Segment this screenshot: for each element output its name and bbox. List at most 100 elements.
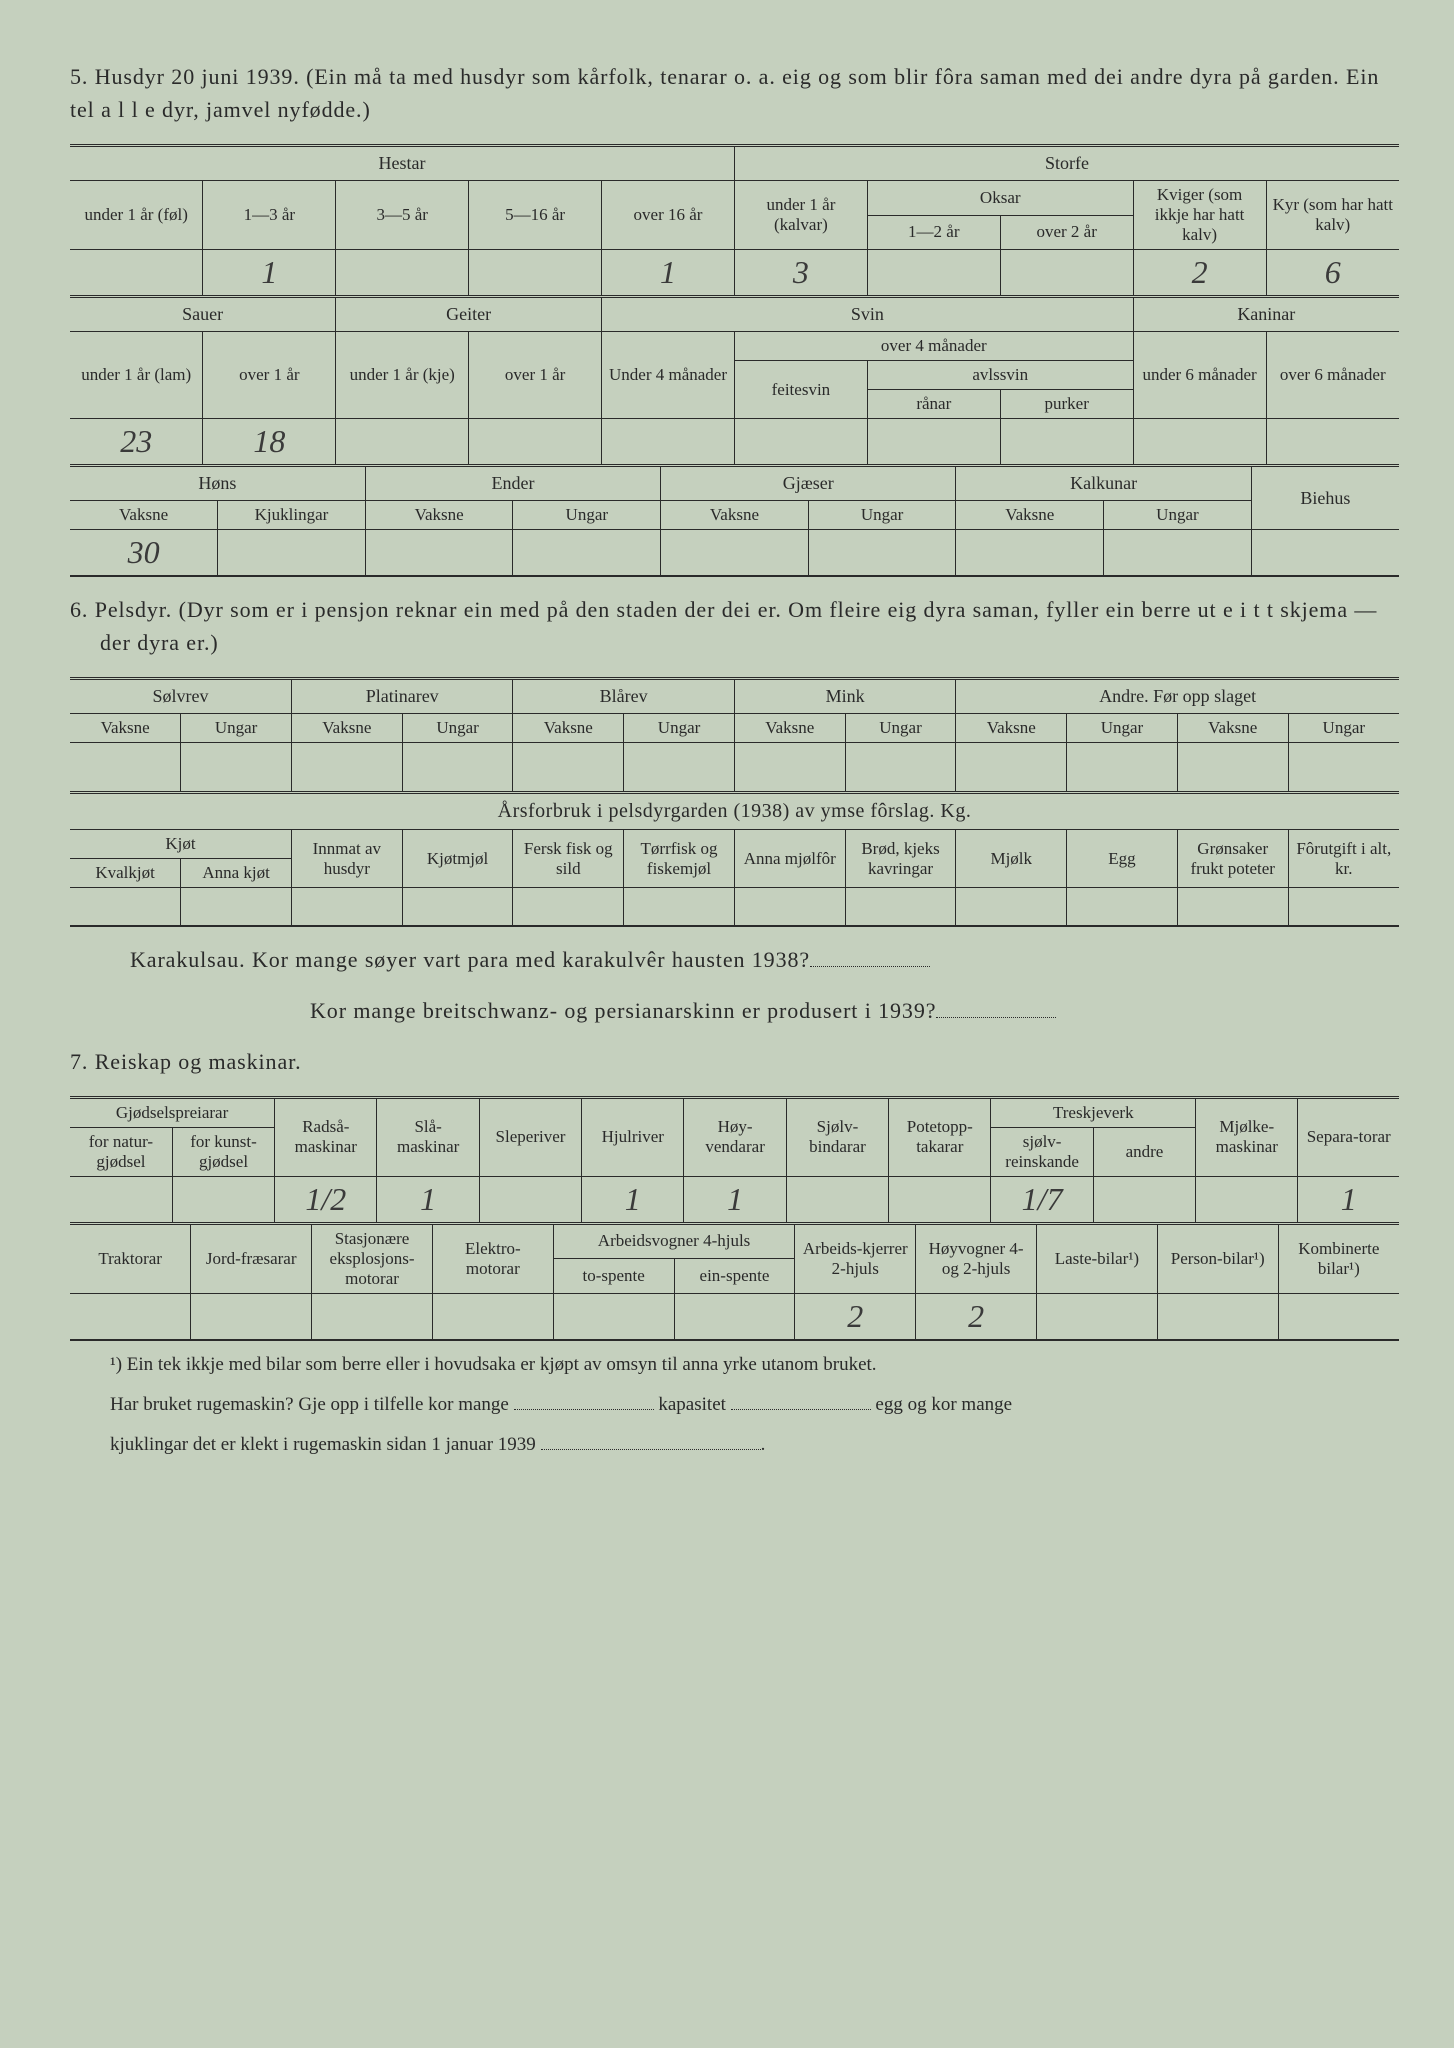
footnote-1: ¹) Ein tek ikkje med bilar som berre ell… <box>70 1349 1399 1381</box>
col-fol: under 1 år (føl) <box>70 181 203 250</box>
val-7a-13: 1 <box>1298 1176 1399 1223</box>
col-13: 1—3 år <box>203 181 336 250</box>
val-6b-11 <box>1177 888 1288 926</box>
ender-vaksne: Vaksne <box>365 501 513 530</box>
col-kan-under6: under 6 månader <box>1133 332 1266 419</box>
sauer-header: Sauer <box>70 298 336 332</box>
radsa-header: Radså-maskinar <box>275 1097 377 1176</box>
val-6a-1 <box>70 743 181 793</box>
an1-ungar: Ungar <box>1067 714 1178 743</box>
val-5b-6 <box>734 419 867 466</box>
val-6a-10 <box>1067 743 1178 793</box>
val-7a-8 <box>786 1176 888 1223</box>
karakul-text1: Karakulsau. Kor mange søyer vart para me… <box>130 947 810 972</box>
einspente-header: ein-spente <box>674 1258 795 1293</box>
val-5a-5: 1 <box>602 250 735 297</box>
kjotmjol-header: Kjøtmjøl <box>402 830 513 888</box>
val-5c-2 <box>218 530 366 577</box>
val-6b-9 <box>956 888 1067 926</box>
footnote-2c: egg og kor mange <box>875 1394 1012 1415</box>
brod-header: Brød, kjeks kavringar <box>845 830 956 888</box>
footnote-2: Har bruket rugemaskin? Gje opp i tilfell… <box>70 1389 1399 1421</box>
val-5c-1: 30 <box>70 530 218 577</box>
val-7b-2 <box>191 1293 312 1340</box>
val-7a-1 <box>70 1176 172 1223</box>
mjolk-header: Mjølk <box>956 830 1067 888</box>
val-6a-3 <box>291 743 402 793</box>
kaninar-header: Kaninar <box>1133 298 1399 332</box>
section5-title: Husdyr 20 juni 1939. (Ein må ta med husd… <box>70 64 1379 122</box>
hoy-header: Høy-vendarar <box>684 1097 786 1176</box>
gjaeser-vaksne: Vaksne <box>661 501 809 530</box>
karakul-line2: Kor mange breitschwanz- og persianarskin… <box>70 994 1399 1027</box>
hjulriver-header: Hjulriver <box>582 1097 684 1176</box>
val-5c-9 <box>1251 530 1399 577</box>
val-5b-8 <box>1000 419 1133 466</box>
hoyvogner-header: Høyvogner 4- og 2-hjuls <box>916 1225 1037 1294</box>
treskje-header: Treskjeverk <box>991 1097 1196 1127</box>
val-7a-10: 1/7 <box>991 1176 1093 1223</box>
val-5c-6 <box>808 530 956 577</box>
val-5a-7 <box>867 250 1000 297</box>
col-geit-over1: over 1 år <box>469 332 602 419</box>
val-7a-4: 1 <box>377 1176 479 1223</box>
gjaeser-ungar: Ungar <box>808 501 956 530</box>
table-arsforbruk: Kjøt Innmat av husdyr Kjøtmjøl Fersk fis… <box>70 829 1399 927</box>
val-7b-8: 2 <box>916 1293 1037 1340</box>
section7-heading: 7. Reiskap og maskinar. <box>70 1045 1399 1078</box>
sleperiver-header: Sleperiver <box>479 1097 581 1176</box>
val-6b-10 <box>1067 888 1178 926</box>
census-form-page: 5. Husdyr 20 juni 1939. (Ein må ta med h… <box>0 0 1454 2048</box>
col-sau-over1: over 1 år <box>203 332 336 419</box>
anna-header: Anna mjølfôr <box>734 830 845 888</box>
table-reiskap-a: Gjødselspreiarar Radså-maskinar Slå-mask… <box>70 1096 1399 1225</box>
val-5c-3 <box>365 530 513 577</box>
pl-ungar: Ungar <box>402 714 513 743</box>
section6-heading: 6. Pelsdyr. (Dyr som er i pensjon reknar… <box>70 593 1399 659</box>
karakul-line1: Karakulsau. Kor mange søyer vart para me… <box>70 943 1399 976</box>
col-kan-over6: over 6 månader <box>1266 332 1399 419</box>
an2-vaksne: Vaksne <box>1177 714 1288 743</box>
val-6b-4 <box>402 888 513 926</box>
val-5a-8 <box>1000 250 1133 297</box>
val-6a-8 <box>845 743 956 793</box>
section7-number: 7. <box>70 1049 88 1074</box>
val-7b-1 <box>70 1293 191 1340</box>
col-kyr: Kyr (som har hatt kalv) <box>1266 181 1399 250</box>
footnote-2b: kapasitet <box>658 1394 726 1415</box>
val-5a-6: 3 <box>734 250 867 297</box>
col-under4m: Under 4 månader <box>602 332 735 419</box>
col-kje: under 1 år (kje) <box>336 332 469 419</box>
svin-header: Svin <box>602 298 1134 332</box>
val-6b-7 <box>734 888 845 926</box>
hestar-header: Hestar <box>70 146 734 181</box>
elektro-header: Elektro-motorar <box>432 1225 553 1294</box>
val-6a-5 <box>513 743 624 793</box>
val-7b-9 <box>1037 1293 1158 1340</box>
bl-ungar: Ungar <box>624 714 735 743</box>
kombi-header: Kombinerte bilar¹) <box>1278 1225 1399 1294</box>
table-sauer-svin: Sauer Geiter Svin Kaninar under 1 år (la… <box>70 298 1399 467</box>
col-over16: over 16 år <box>602 181 735 250</box>
hons-kjuklingar: Kjuklingar <box>218 501 366 530</box>
jord-header: Jord-fræsarar <box>191 1225 312 1294</box>
section6-number: 6. <box>70 597 88 622</box>
sla-header: Slå-maskinar <box>377 1097 479 1176</box>
section6-title: Pelsdyr. (Dyr som er i pensjon reknar ei… <box>95 597 1378 655</box>
sv-ungar: Ungar <box>181 714 292 743</box>
val-6a-4 <box>402 743 513 793</box>
tospente-header: to-spente <box>553 1258 674 1293</box>
annakjot-header: Anna kjøt <box>181 859 292 888</box>
val-5b-2: 18 <box>203 419 336 466</box>
val-7a-11 <box>1093 1176 1195 1223</box>
val-6b-6 <box>624 888 735 926</box>
geiter-header: Geiter <box>336 298 602 332</box>
biehus-header: Biehus <box>1251 467 1399 530</box>
col-kviger: Kviger (som ikkje har hatt kalv) <box>1133 181 1266 250</box>
val-6b-12 <box>1288 888 1399 926</box>
table-reiskap-b: Traktorar Jord-fræsarar Stasjonære ekspl… <box>70 1225 1399 1341</box>
col-kalvar: under 1 år (kalvar) <box>734 181 867 250</box>
val-5b-9 <box>1133 419 1266 466</box>
fersk-header: Fersk fisk og sild <box>513 830 624 888</box>
laste-header: Laste-bilar¹) <box>1037 1225 1158 1294</box>
